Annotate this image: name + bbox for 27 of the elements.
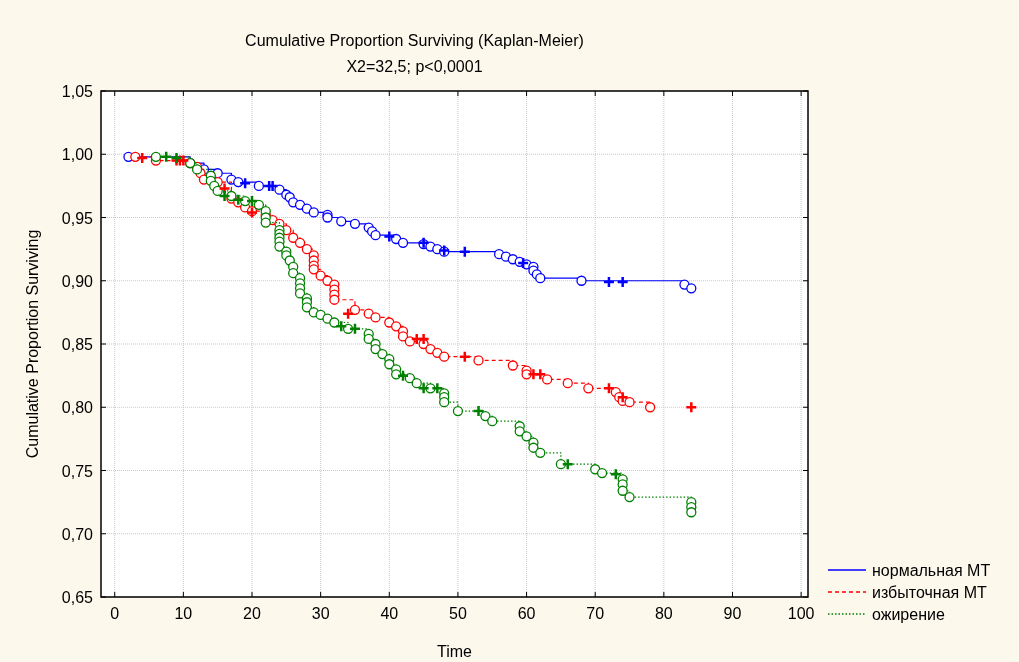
x-tick-label: 20 [243, 605, 262, 622]
x-axis-title: Time [437, 643, 473, 660]
y-tick-label: 0,80 [61, 399, 94, 417]
x-tick-label: 0 [110, 605, 120, 622]
legend-label: нормальная МТ [872, 562, 991, 579]
chart-title: Cumulative Proportion Surviving (Kaplan-Meier) [245, 32, 584, 49]
x-tick-label: 40 [380, 605, 399, 622]
legend-label: ожирение [872, 606, 945, 623]
y-tick-label: 0,75 [61, 462, 94, 480]
legend-label: избыточная МТ [872, 584, 987, 601]
y-tick-label: 0,70 [61, 525, 94, 543]
y-tick-label: 0,65 [61, 589, 94, 606]
chart-subtitle: X2=32,5; p<0,0001 [346, 58, 483, 75]
y-tick-label: 1,05 [61, 83, 94, 100]
x-tick-label: 30 [311, 605, 330, 622]
y-tick-label: 1,00 [61, 146, 94, 164]
x-tick-label: 100 [787, 605, 815, 622]
y-tick-label: 0,90 [61, 272, 94, 290]
x-tick-label: 80 [654, 605, 673, 622]
x-tick-label: 10 [174, 605, 193, 622]
x-tick-label: 50 [449, 605, 467, 622]
x-tick-label: 70 [586, 605, 605, 622]
x-tick-label: 90 [723, 605, 742, 622]
y-tick-label: 0,95 [61, 209, 94, 227]
x-tick-label: 60 [517, 605, 536, 622]
y-tick-label: 0,85 [61, 336, 94, 353]
y-axis-title: Cumulative Proportion Surviving [24, 229, 41, 459]
